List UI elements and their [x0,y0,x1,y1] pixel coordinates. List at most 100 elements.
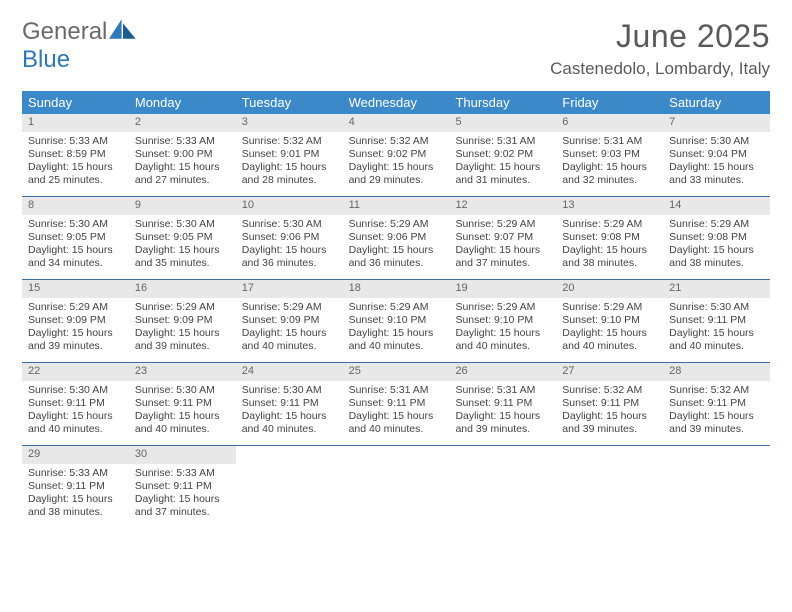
sunset-line: Sunset: 9:02 PM [455,148,550,161]
day-body: Sunrise: 5:29 AMSunset: 9:09 PMDaylight:… [236,298,343,360]
sunset-line: Sunset: 9:01 PM [242,148,337,161]
sunset-line: Sunset: 9:05 PM [28,231,123,244]
daylight-line: Daylight: 15 hours and 27 minutes. [135,161,230,187]
logo-text: General Blue [22,18,137,74]
day-number: 5 [449,114,556,132]
day-body: Sunrise: 5:30 AMSunset: 9:06 PMDaylight:… [236,215,343,277]
day-body: Sunrise: 5:30 AMSunset: 9:11 PMDaylight:… [129,381,236,443]
daylight-line: Daylight: 15 hours and 40 minutes. [669,327,764,353]
day-number: 16 [129,280,236,298]
header: General Blue June 2025 Castenedolo, Lomb… [22,18,770,79]
daylight-line: Daylight: 15 hours and 39 minutes. [455,410,550,436]
daylight-line: Daylight: 15 hours and 38 minutes. [562,244,657,270]
sunset-line: Sunset: 9:10 PM [349,314,444,327]
sunrise-line: Sunrise: 5:33 AM [135,467,230,480]
daylight-line: Daylight: 15 hours and 40 minutes. [135,410,230,436]
day-body: Sunrise: 5:31 AMSunset: 9:03 PMDaylight:… [556,132,663,194]
day-number: 6 [556,114,663,132]
day-body: Sunrise: 5:29 AMSunset: 9:09 PMDaylight:… [22,298,129,360]
sunset-line: Sunset: 9:06 PM [349,231,444,244]
logo-word-blue: Blue [22,46,70,73]
sunrise-line: Sunrise: 5:29 AM [455,218,550,231]
day-cell: 8Sunrise: 5:30 AMSunset: 9:05 PMDaylight… [22,197,129,279]
empty-cell [663,446,770,528]
day-cell: 3Sunrise: 5:32 AMSunset: 9:01 PMDaylight… [236,114,343,196]
day-number: 19 [449,280,556,298]
daylight-line: Daylight: 15 hours and 40 minutes. [242,327,337,353]
day-cell: 22Sunrise: 5:30 AMSunset: 9:11 PMDayligh… [22,363,129,445]
day-body: Sunrise: 5:32 AMSunset: 9:02 PMDaylight:… [343,132,450,194]
day-cell: 1Sunrise: 5:33 AMSunset: 8:59 PMDaylight… [22,114,129,196]
daylight-line: Daylight: 15 hours and 39 minutes. [562,410,657,436]
sunrise-line: Sunrise: 5:30 AM [135,218,230,231]
sunrise-line: Sunrise: 5:29 AM [669,218,764,231]
day-body: Sunrise: 5:29 AMSunset: 9:08 PMDaylight:… [556,215,663,277]
week-row: 29Sunrise: 5:33 AMSunset: 9:11 PMDayligh… [22,446,770,528]
sunset-line: Sunset: 9:03 PM [562,148,657,161]
week-row: 1Sunrise: 5:33 AMSunset: 8:59 PMDaylight… [22,114,770,197]
daylight-line: Daylight: 15 hours and 36 minutes. [349,244,444,270]
day-number: 18 [343,280,450,298]
sunset-line: Sunset: 9:08 PM [562,231,657,244]
sunset-line: Sunset: 9:09 PM [242,314,337,327]
sunset-line: Sunset: 9:11 PM [349,397,444,410]
sunrise-line: Sunrise: 5:30 AM [242,218,337,231]
day-body: Sunrise: 5:33 AMSunset: 9:00 PMDaylight:… [129,132,236,194]
daylight-line: Daylight: 15 hours and 37 minutes. [135,493,230,519]
sunrise-line: Sunrise: 5:33 AM [28,135,123,148]
weekday-header: Friday [556,91,663,114]
sunrise-line: Sunrise: 5:30 AM [28,384,123,397]
weekday-header: Monday [129,91,236,114]
day-cell: 25Sunrise: 5:31 AMSunset: 9:11 PMDayligh… [343,363,450,445]
sunrise-line: Sunrise: 5:33 AM [135,135,230,148]
daylight-line: Daylight: 15 hours and 33 minutes. [669,161,764,187]
sunset-line: Sunset: 8:59 PM [28,148,123,161]
sunrise-line: Sunrise: 5:30 AM [135,384,230,397]
day-number: 25 [343,363,450,381]
day-body: Sunrise: 5:30 AMSunset: 9:11 PMDaylight:… [22,381,129,443]
daylight-line: Daylight: 15 hours and 39 minutes. [135,327,230,353]
day-number: 30 [129,446,236,464]
sunrise-line: Sunrise: 5:32 AM [242,135,337,148]
day-body: Sunrise: 5:29 AMSunset: 9:09 PMDaylight:… [129,298,236,360]
sunset-line: Sunset: 9:11 PM [28,480,123,493]
sunrise-line: Sunrise: 5:32 AM [669,384,764,397]
sunrise-line: Sunrise: 5:31 AM [562,135,657,148]
weekday-header: Wednesday [343,91,450,114]
sunset-line: Sunset: 9:04 PM [669,148,764,161]
empty-cell [236,446,343,528]
daylight-line: Daylight: 15 hours and 40 minutes. [455,327,550,353]
day-body: Sunrise: 5:30 AMSunset: 9:04 PMDaylight:… [663,132,770,194]
sunset-line: Sunset: 9:10 PM [562,314,657,327]
month-title: June 2025 [550,18,770,55]
day-body: Sunrise: 5:30 AMSunset: 9:05 PMDaylight:… [22,215,129,277]
daylight-line: Daylight: 15 hours and 40 minutes. [242,410,337,436]
sunset-line: Sunset: 9:11 PM [669,397,764,410]
day-cell: 5Sunrise: 5:31 AMSunset: 9:02 PMDaylight… [449,114,556,196]
sunset-line: Sunset: 9:10 PM [455,314,550,327]
sunrise-line: Sunrise: 5:30 AM [242,384,337,397]
day-cell: 17Sunrise: 5:29 AMSunset: 9:09 PMDayligh… [236,280,343,362]
week-row: 15Sunrise: 5:29 AMSunset: 9:09 PMDayligh… [22,280,770,363]
sunrise-line: Sunrise: 5:29 AM [349,218,444,231]
sunset-line: Sunset: 9:11 PM [28,397,123,410]
day-cell: 19Sunrise: 5:29 AMSunset: 9:10 PMDayligh… [449,280,556,362]
logo-sail-icon [109,19,137,39]
day-body: Sunrise: 5:30 AMSunset: 9:05 PMDaylight:… [129,215,236,277]
sunrise-line: Sunrise: 5:29 AM [135,301,230,314]
sunrise-line: Sunrise: 5:30 AM [669,301,764,314]
daylight-line: Daylight: 15 hours and 39 minutes. [669,410,764,436]
day-cell: 29Sunrise: 5:33 AMSunset: 9:11 PMDayligh… [22,446,129,528]
day-cell: 12Sunrise: 5:29 AMSunset: 9:07 PMDayligh… [449,197,556,279]
day-body: Sunrise: 5:30 AMSunset: 9:11 PMDaylight:… [236,381,343,443]
daylight-line: Daylight: 15 hours and 34 minutes. [28,244,123,270]
day-body: Sunrise: 5:29 AMSunset: 9:10 PMDaylight:… [343,298,450,360]
empty-cell [556,446,663,528]
day-number: 24 [236,363,343,381]
location-subtitle: Castenedolo, Lombardy, Italy [550,59,770,79]
day-number: 23 [129,363,236,381]
day-number: 28 [663,363,770,381]
weekday-header: Thursday [449,91,556,114]
sunrise-line: Sunrise: 5:29 AM [242,301,337,314]
day-cell: 26Sunrise: 5:31 AMSunset: 9:11 PMDayligh… [449,363,556,445]
